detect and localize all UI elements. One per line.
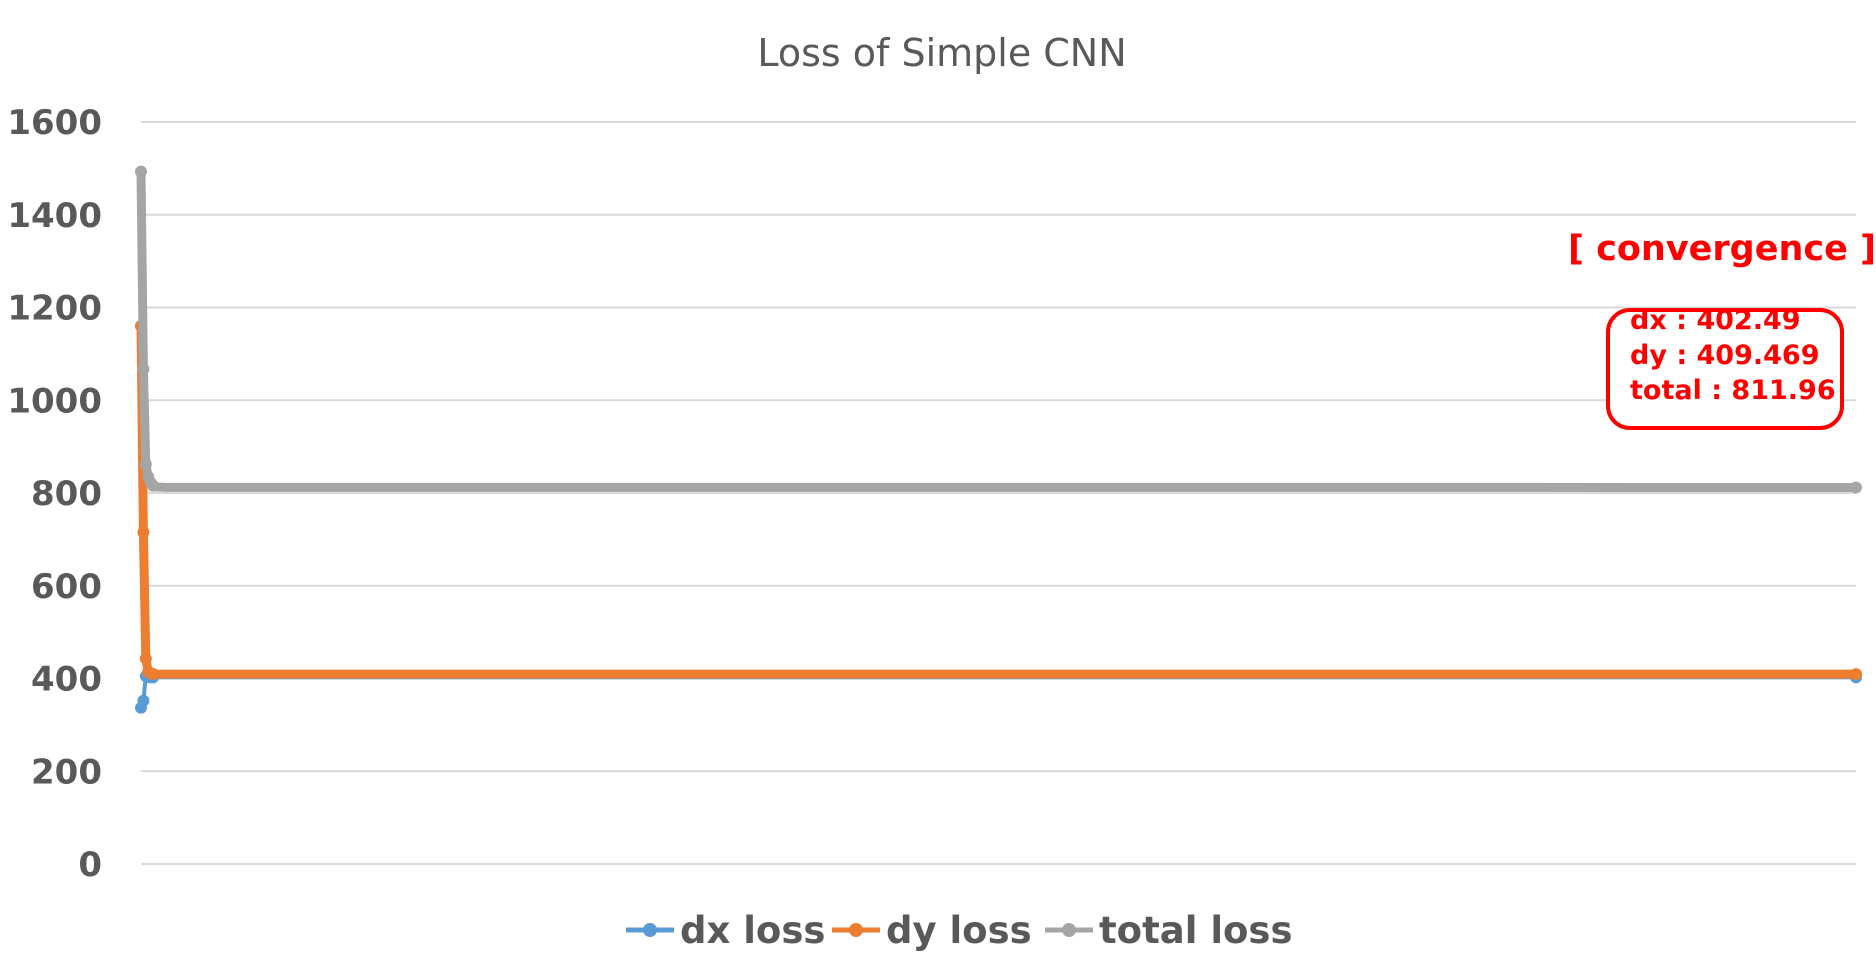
series-line-dy-loss [136,326,1856,679]
data-point [1850,668,1862,681]
y-tick-label: 1200 [7,289,102,329]
legend-swatch-marker [849,923,863,937]
data-point [137,526,150,539]
y-tick-label: 1600 [7,103,102,143]
data-point [139,458,152,471]
y-tick-label: 400 [31,660,102,700]
legend-swatch-marker [1062,923,1076,937]
callout-dx: dx : 402.49 [1630,305,1801,336]
data-point [147,667,159,680]
data-point [147,479,159,492]
data-point [137,363,150,376]
y-tick-label: 1000 [7,381,102,421]
legend-label: total loss [1099,909,1292,952]
y-tick-label: 800 [31,474,102,514]
y-tick-label: 0 [78,845,102,885]
chart-title: Loss of Simple CNN [757,31,1126,75]
callout-dy: dy : 409.469 [1630,340,1820,371]
callout-box [1606,308,1844,430]
y-tick-label: 1400 [7,196,102,236]
convergence-callout: [ convergence ] dx : 402.49 dy : 409.469… [1568,229,1876,430]
y-tick-label: 600 [31,567,102,607]
callout-title: [ convergence ] [1568,229,1876,269]
data-point [137,694,150,707]
series-line-dx-loss [139,674,1856,709]
data-point [1850,481,1862,494]
series-lines [135,165,1862,714]
series-line-total-loss [136,171,1857,492]
data-point [135,165,147,178]
y-tick-labels: 0 200 400 600 800 1000 1200 1400 1600 [7,103,102,885]
callout-total: total : 811.96 [1630,375,1836,406]
legend: dx loss dy loss total loss [626,909,1292,952]
y-tick-label: 200 [31,752,102,792]
legend-label: dy loss [886,909,1032,952]
legend-label: dx loss [680,909,825,952]
legend-swatch-marker [643,923,657,937]
data-point [139,652,152,665]
